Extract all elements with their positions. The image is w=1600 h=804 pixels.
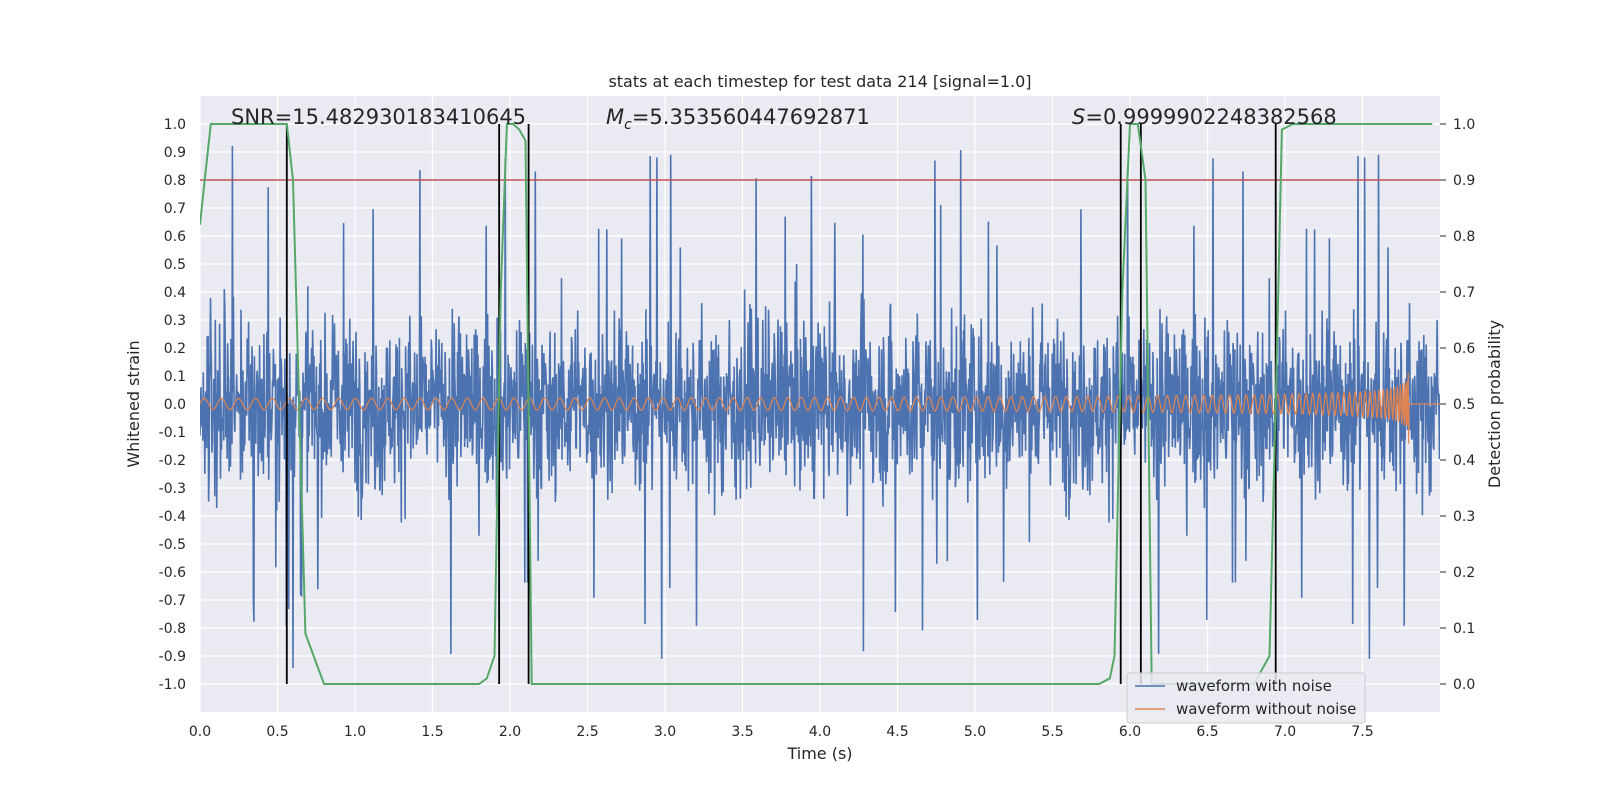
s-value: =0.9999902248382568 <box>1085 105 1336 129</box>
y-tick-label-left: -0.9 <box>159 649 186 665</box>
y-tick-label-left: 0.2 <box>164 341 186 357</box>
y-tick-label-right: 1.0 <box>1453 117 1475 133</box>
x-tick-label: 0.5 <box>266 724 288 740</box>
y-tick-label-left: -0.2 <box>159 453 186 469</box>
annotation-snr: SNR=15.482930183410645 <box>231 105 526 129</box>
x-tick-label: 2.0 <box>499 724 521 740</box>
y-tick-label-right: 0.2 <box>1453 565 1475 581</box>
x-tick-label: 7.5 <box>1351 724 1373 740</box>
y-tick-label-left: 0.4 <box>164 285 186 301</box>
y-tick-label-left: -0.7 <box>159 593 186 609</box>
y-tick-label-left: -0.8 <box>159 621 186 637</box>
y-axis-label-left: Whitened strain <box>124 340 143 467</box>
y-tick-label-left: 0.1 <box>164 369 186 385</box>
y-tick-label-right: 0.4 <box>1453 453 1475 469</box>
x-tick-label: 1.5 <box>421 724 443 740</box>
y-tick-label-left: 0.9 <box>164 145 186 161</box>
y-tick-label-right: 0.0 <box>1453 677 1475 693</box>
x-tick-label: 4.0 <box>809 724 831 740</box>
x-axis-label: Time (s) <box>786 744 852 763</box>
y-tick-label-left: -0.4 <box>159 509 186 525</box>
x-tick-label: 3.0 <box>654 724 676 740</box>
y-tick-label-right: 0.7 <box>1453 285 1475 301</box>
y-tick-label-right: 0.5 <box>1453 397 1475 413</box>
mc-value: =5.353560447692871 <box>632 105 870 129</box>
legend-entry-waveform-without-noise: waveform without noise <box>1176 700 1356 718</box>
x-tick-label: 0.0 <box>189 724 211 740</box>
y-tick-label-left: 0.5 <box>164 257 186 273</box>
mc-symbol: M <box>606 105 624 129</box>
y-tick-label-left: -0.5 <box>159 537 186 553</box>
x-tick-label: 7.0 <box>1274 724 1296 740</box>
y-tick-label-right: 0.9 <box>1453 173 1475 189</box>
x-tick-label: 6.0 <box>1119 724 1141 740</box>
y-tick-label-right: 0.8 <box>1453 229 1475 245</box>
chart-title: stats at each timestep for test data 214… <box>608 72 1031 91</box>
legend-box <box>1126 672 1366 724</box>
x-tick-label: 5.0 <box>964 724 986 740</box>
y-tick-label-left: 0.7 <box>164 201 186 217</box>
y-ticks-left: 1.0 0.9 0.8 0.7 0.6 0.5 0.4 0.3 0.2 0.1 0.0 -0.1 -0.… <box>159 117 186 693</box>
annotation-chirp-mass: Mc=5.353560447692871 <box>606 105 870 133</box>
x-tick-label: 5.5 <box>1041 724 1063 740</box>
y-tick-label-left: -1.0 <box>159 677 186 693</box>
mc-subscript: c <box>624 117 632 133</box>
legend: waveform with noise waveform without noi… <box>1126 672 1366 724</box>
x-tick-label: 3.5 <box>731 724 753 740</box>
y-tick-label-right: 0.1 <box>1453 621 1475 637</box>
y-tick-label-right: 0.3 <box>1453 509 1475 525</box>
s-symbol: S <box>1072 105 1085 129</box>
y-tick-label-left: 0.6 <box>164 229 186 245</box>
x-tick-label: 6.5 <box>1196 724 1218 740</box>
x-tick-label: 2.5 <box>576 724 598 740</box>
y-tick-label-left: 0.8 <box>164 173 186 189</box>
series-line-waveform-with-noise <box>200 145 1440 669</box>
annotation-significance: S=0.9999902248382568 <box>1072 105 1337 129</box>
y-axis-label-right: Detection probability <box>1485 320 1504 488</box>
x-tick-label: 4.5 <box>886 724 908 740</box>
y-tick-label-left: -0.3 <box>159 481 186 497</box>
y-ticks-right: 1.0 0.9 0.8 0.7 0.6 0.5 0.4 0.3 0.2 0.1 0.0 <box>1440 117 1475 693</box>
x-ticks: 0.0 0.5 1.0 1.5 2.0 2.5 3.0 3.5 4.0 4.5 5.0 5.5 6.0 6… <box>189 724 1374 740</box>
y-tick-label-left: -0.1 <box>159 425 186 441</box>
x-tick-label: 1.0 <box>344 724 366 740</box>
y-tick-label-left: 1.0 <box>164 117 186 133</box>
series-line-waveform-without-noise <box>200 372 1440 444</box>
y-tick-label-right: 0.6 <box>1453 341 1475 357</box>
y-tick-label-left: -0.6 <box>159 565 186 581</box>
legend-entry-waveform-with-noise: waveform with noise <box>1176 677 1332 695</box>
y-tick-label-left: 0.3 <box>164 313 186 329</box>
y-tick-label-left: 0.0 <box>164 397 186 413</box>
